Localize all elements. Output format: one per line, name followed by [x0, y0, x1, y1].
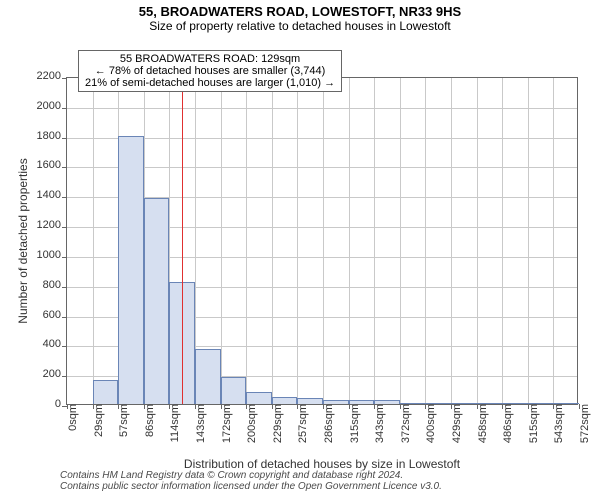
y-tick-label: 800: [43, 279, 67, 291]
y-tick-mark: [62, 376, 67, 377]
footer-line2: Contains public sector information licen…: [60, 481, 442, 492]
x-tick-label: 57sqm: [116, 404, 130, 437]
x-tick-label: 172sqm: [219, 404, 233, 443]
gridline-v: [425, 78, 426, 404]
x-tick-label: 29sqm: [91, 404, 105, 437]
y-axis-label: Number of detached properties: [16, 158, 30, 323]
x-axis-label: Distribution of detached houses by size …: [66, 457, 578, 471]
histogram-bar: [400, 403, 426, 404]
histogram-bar: [118, 136, 144, 404]
gridline-v: [221, 78, 222, 404]
gridline-v: [400, 78, 401, 404]
footer-line1: Contains HM Land Registry data © Crown c…: [60, 470, 442, 481]
y-tick-label: 2000: [37, 100, 67, 112]
y-tick-mark: [62, 346, 67, 347]
x-tick-label: 286sqm: [321, 404, 335, 443]
histogram-bar: [221, 377, 247, 404]
histogram-bar: [93, 380, 119, 404]
histogram-bar: [349, 400, 375, 404]
gridline-v: [451, 78, 452, 404]
y-tick-label: 1400: [37, 189, 67, 201]
y-tick-mark: [62, 108, 67, 109]
x-tick-label: 372sqm: [398, 404, 412, 443]
y-tick-mark: [62, 138, 67, 139]
histogram-bar: [374, 400, 400, 404]
y-tick-mark: [62, 317, 67, 318]
x-tick-label: 400sqm: [423, 404, 437, 443]
gridline-v: [297, 78, 298, 404]
y-tick-mark: [62, 197, 67, 198]
x-tick-label: 429sqm: [449, 404, 463, 443]
x-tick-label: 143sqm: [193, 404, 207, 443]
x-tick-label: 114sqm: [167, 404, 181, 442]
gridline-v: [246, 78, 247, 404]
histogram-bar: [323, 400, 349, 404]
histogram-bar: [195, 349, 221, 404]
x-tick-label: 458sqm: [475, 404, 489, 443]
gridline-v: [374, 78, 375, 404]
infobox-line: 55 BROADWATERS ROAD: 129sqm: [85, 53, 335, 65]
y-tick-label: 1600: [37, 159, 67, 171]
x-tick-label: 572sqm: [577, 404, 591, 443]
gridline-v: [272, 78, 273, 404]
histogram-bar: [553, 403, 579, 404]
y-tick-label: 200: [43, 368, 67, 380]
histogram-bar: [502, 403, 528, 404]
y-tick-label: 600: [43, 309, 67, 321]
y-tick-label: 2200: [37, 70, 67, 82]
x-tick-label: 200sqm: [244, 404, 258, 443]
x-tick-label: 543sqm: [551, 404, 565, 443]
attribution-footer: Contains HM Land Registry data © Crown c…: [60, 470, 442, 492]
x-tick-label: 229sqm: [270, 404, 284, 443]
reference-line: [182, 78, 183, 404]
gridline-v: [477, 78, 478, 404]
histogram-bar: [246, 392, 272, 404]
x-tick-label: 257sqm: [295, 404, 309, 443]
infobox-line: 21% of semi-detached houses are larger (…: [85, 77, 335, 89]
x-tick-label: 0sqm: [65, 404, 79, 431]
histogram-bar: [528, 403, 554, 404]
x-tick-label: 343sqm: [372, 404, 386, 443]
x-tick-label: 486sqm: [500, 404, 514, 443]
histogram-bar: [451, 403, 477, 404]
plot-area: 0200400600800100012001400160018002000220…: [66, 77, 578, 405]
page-title: 55, BROADWATERS ROAD, LOWESTOFT, NR33 9H…: [0, 0, 600, 19]
x-tick-label: 515sqm: [526, 404, 540, 443]
histogram-bar: [144, 198, 170, 404]
x-tick-label: 86sqm: [142, 404, 156, 437]
gridline-v: [323, 78, 324, 404]
chart-infobox: 55 BROADWATERS ROAD: 129sqm← 78% of deta…: [78, 50, 342, 92]
gridline-v: [553, 78, 554, 404]
histogram-bar: [425, 403, 451, 404]
y-tick-mark: [62, 287, 67, 288]
histogram-bar: [477, 403, 503, 404]
y-tick-label: 1200: [37, 219, 67, 231]
y-tick-label: 1800: [37, 130, 67, 142]
gridline-v: [528, 78, 529, 404]
x-tick-label: 315sqm: [347, 404, 361, 443]
y-tick-mark: [62, 78, 67, 79]
histogram-bar: [272, 397, 298, 404]
gridline-v: [349, 78, 350, 404]
y-tick-label: 400: [43, 338, 67, 350]
gridline-v: [502, 78, 503, 404]
page-subtitle: Size of property relative to detached ho…: [0, 19, 600, 33]
y-tick-mark: [62, 167, 67, 168]
infobox-line: ← 78% of detached houses are smaller (3,…: [85, 65, 335, 77]
y-tick-label: 1000: [37, 249, 67, 261]
gridline-v: [93, 78, 94, 404]
histogram-bar: [297, 398, 323, 404]
y-tick-mark: [62, 227, 67, 228]
y-tick-mark: [62, 257, 67, 258]
